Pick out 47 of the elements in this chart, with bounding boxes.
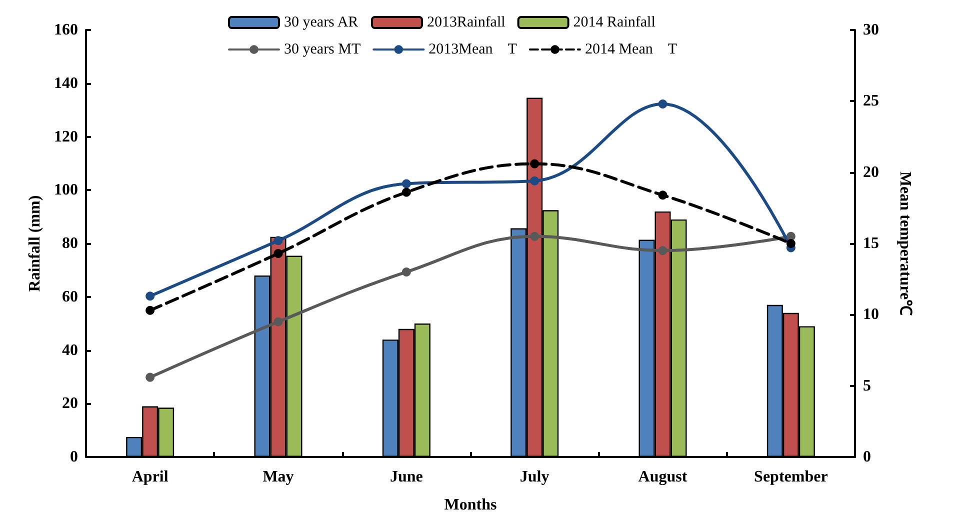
legend-label: 30 years AR xyxy=(284,14,358,30)
point xyxy=(658,100,668,109)
legend-label: 30 years MT xyxy=(284,42,361,58)
y2-axis-title: Mean temperature℃ xyxy=(896,171,914,316)
point xyxy=(530,176,540,186)
point xyxy=(274,236,283,246)
point xyxy=(274,317,283,326)
legend-label: 2014 Rainfall xyxy=(573,14,656,30)
point xyxy=(146,306,155,315)
point xyxy=(274,248,283,258)
x-axis-title: Months xyxy=(444,496,497,514)
y-tick-label: 80 xyxy=(62,235,78,252)
y-tick-label: 40 xyxy=(62,342,78,359)
x-tick-label: May xyxy=(262,468,294,486)
y2-tick-label: 0 xyxy=(863,448,871,466)
legend-label: 2014 Mean T xyxy=(584,42,678,58)
y-tick-label: 120 xyxy=(54,128,78,146)
point xyxy=(402,267,411,276)
point xyxy=(530,159,540,168)
legend-label: 2013Mean T xyxy=(428,42,517,58)
y-tick-label: 160 xyxy=(54,22,78,38)
y-tick-label: 60 xyxy=(62,288,78,306)
y-tick-label: 20 xyxy=(62,395,78,412)
point xyxy=(402,179,411,188)
x-tick-label: April xyxy=(132,468,169,486)
y2-tick-label: 15 xyxy=(863,235,879,252)
x-tick-label: August xyxy=(638,468,688,486)
x-tick-label: June xyxy=(390,468,423,486)
y-axis-title: Rainfall (mm) xyxy=(26,195,44,292)
y2-tick-label: 25 xyxy=(863,92,879,110)
y-tick-label: 140 xyxy=(54,74,78,92)
legend-label: 2013Rainfall xyxy=(426,14,506,30)
point xyxy=(658,246,668,256)
point xyxy=(786,239,796,248)
point xyxy=(146,292,155,301)
point xyxy=(146,372,155,382)
y2-tick-label: 20 xyxy=(863,164,879,181)
y-tick-label: 0 xyxy=(70,448,78,466)
x-tick-label: July xyxy=(520,468,550,486)
y2-tick-label: 10 xyxy=(863,306,879,324)
y-tick-label: 100 xyxy=(54,182,78,199)
y2-tick-label: 5 xyxy=(863,377,871,394)
point xyxy=(530,232,540,241)
point xyxy=(658,190,668,200)
x-tick-label: September xyxy=(754,468,828,486)
y2-tick-label: 30 xyxy=(863,22,879,38)
point xyxy=(402,188,411,197)
